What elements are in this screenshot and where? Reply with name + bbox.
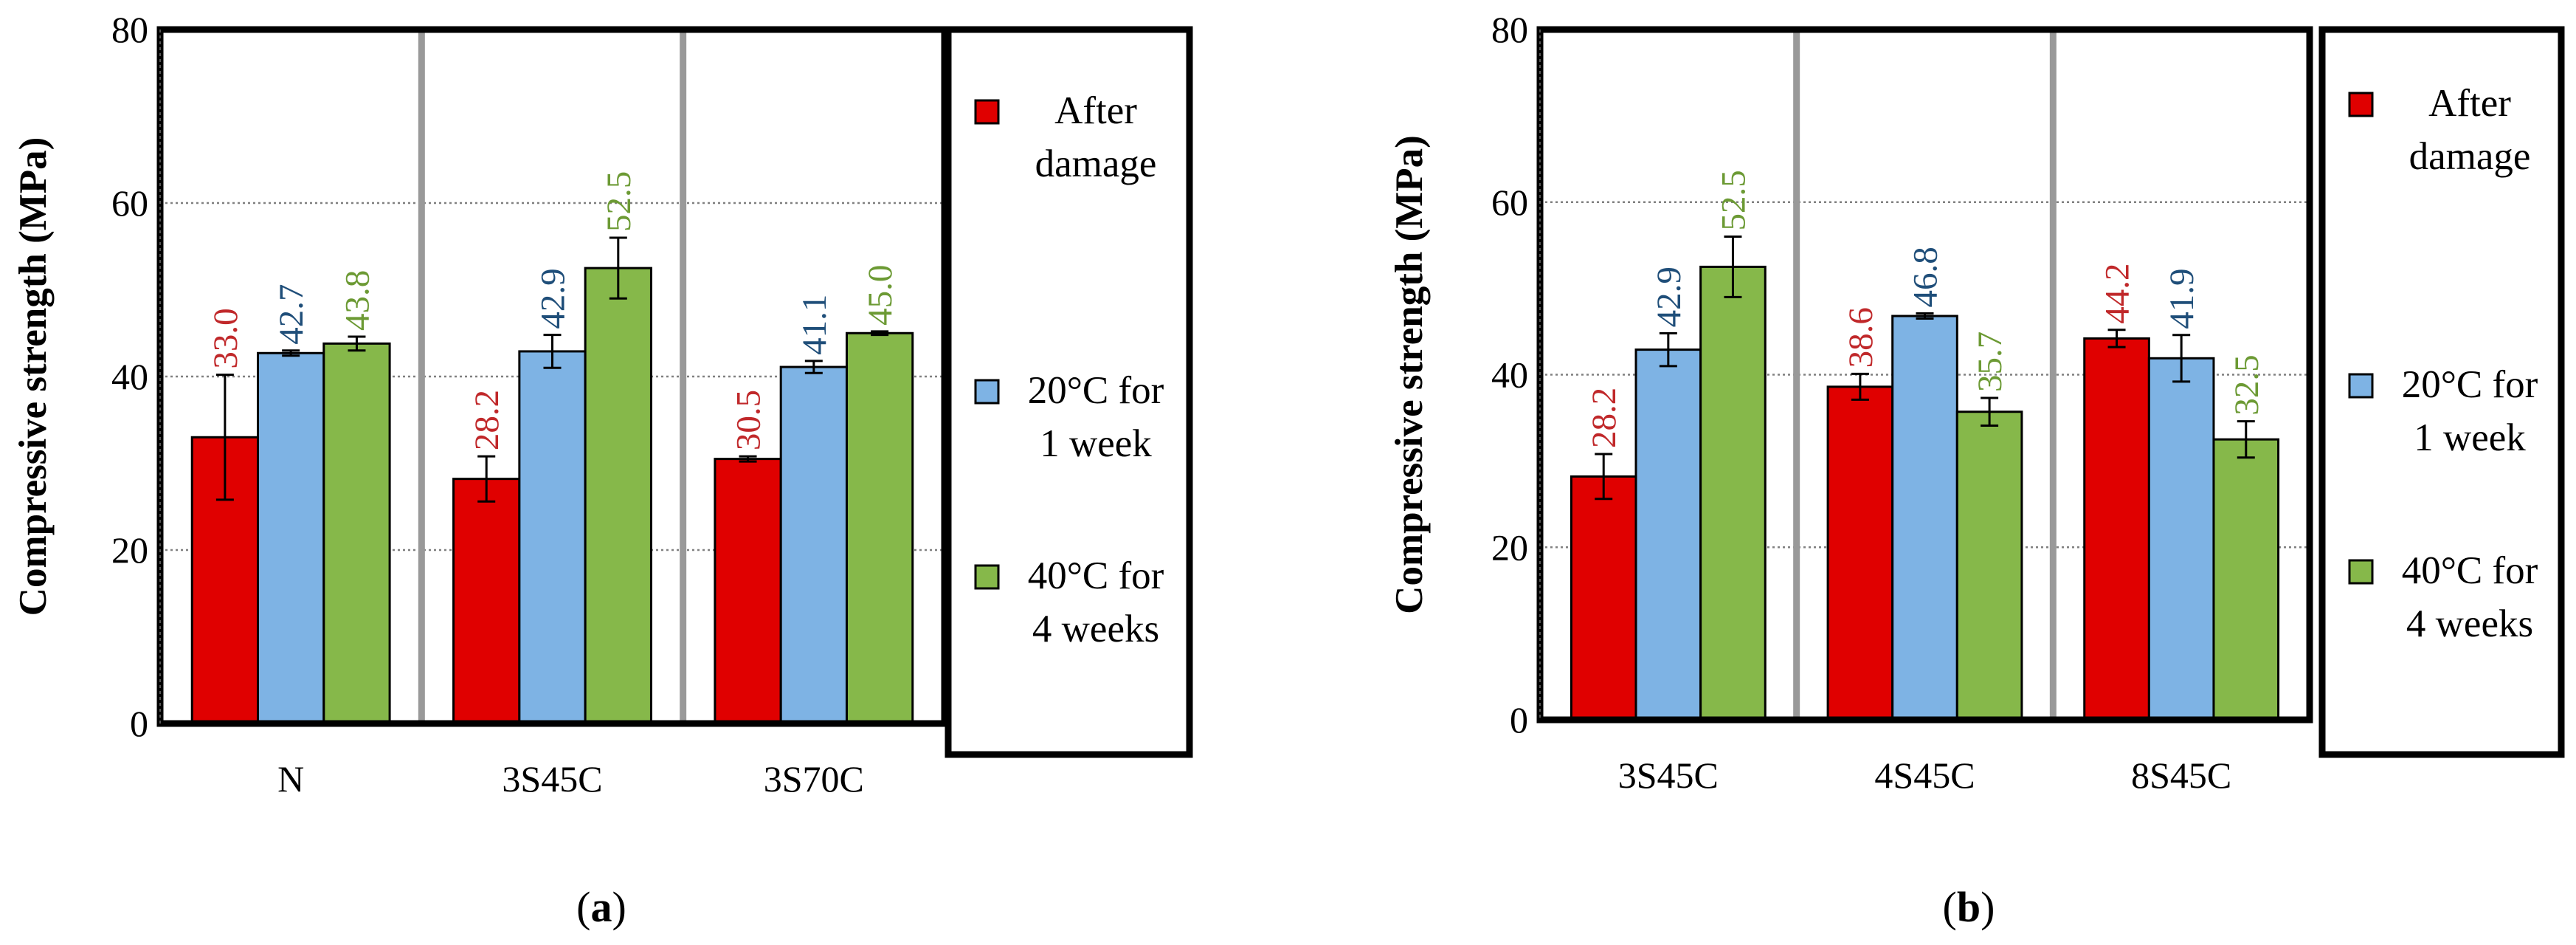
legend-label: 1 week <box>2414 416 2526 459</box>
y-axis-title: Compressive strength (MPa) <box>1388 135 1431 614</box>
bar <box>1891 315 1958 721</box>
data-label: 33.0 <box>207 308 245 368</box>
data-label: 30.5 <box>730 390 768 450</box>
bar <box>1570 475 1637 721</box>
data-label: 52.5 <box>600 171 638 232</box>
data-label: 42.7 <box>272 284 311 345</box>
legend-swatch <box>974 379 1000 405</box>
panel-label: (b) <box>1943 883 1995 931</box>
x-tick-label: 3S45C <box>1618 755 1719 796</box>
legend-swatch <box>974 99 1000 125</box>
legend-label: damage <box>1035 142 1157 185</box>
bar <box>779 365 848 725</box>
data-label: 42.9 <box>534 268 573 329</box>
bar <box>322 342 391 725</box>
legend-label: After <box>2428 82 2511 125</box>
bar <box>518 350 587 725</box>
bar <box>1826 385 1894 721</box>
bar <box>714 458 782 725</box>
data-label: 28.2 <box>468 390 506 450</box>
legend-label: damage <box>2409 135 2531 178</box>
data-label: 41.1 <box>795 295 834 355</box>
bar <box>257 351 325 725</box>
chart-panel-a: 33.0 42.7 43.8 N 28.2 42.9 52.5 3S45C 30.5 41.1 45… <box>12 9 1193 931</box>
legend-label: 1 week <box>1040 422 1152 465</box>
legend-label: 40°C for <box>1028 554 1164 597</box>
data-label: 45.0 <box>861 265 899 326</box>
bar <box>584 267 652 725</box>
y-tick-label: 0 <box>1510 699 1528 740</box>
y-tick-label: 80 <box>111 9 148 50</box>
y-tick-label: 80 <box>1491 9 1528 50</box>
bar <box>452 478 521 725</box>
data-label: 42.9 <box>1650 267 1688 327</box>
legend-swatch <box>2348 373 2374 399</box>
bar <box>2147 357 2215 721</box>
data-label: 35.7 <box>1971 331 2009 392</box>
y-tick-label: 20 <box>111 529 148 571</box>
legend-label: 40°C for <box>2402 549 2538 592</box>
data-label: 46.8 <box>1907 247 1945 307</box>
data-label: 52.5 <box>1714 170 1753 230</box>
chart-panel-b: 28.2 42.9 52.5 3S45C 38.6 46.8 35.7 4S45C 44.2 41… <box>1388 9 2565 931</box>
legend-item: 20°C for 1 week <box>2348 363 2538 459</box>
legend-item: After damage <box>2348 82 2531 178</box>
legend-item: 40°C for 4 weeks <box>2348 549 2538 645</box>
y-tick-label: 0 <box>130 703 148 744</box>
y-axis-title: Compressive strength (MPa) <box>12 137 55 616</box>
bar <box>845 331 914 725</box>
x-tick-label: 4S45C <box>1874 755 1975 796</box>
legend-label: 4 weeks <box>2406 602 2533 645</box>
x-tick-label: 3S70C <box>764 758 864 800</box>
bar <box>1699 265 1767 721</box>
legend-label: 20°C for <box>2402 363 2538 406</box>
legend-label: After <box>1054 89 1137 132</box>
data-label: 28.2 <box>1585 388 1623 448</box>
y-tick-label: 40 <box>1491 354 1528 396</box>
data-label: 44.2 <box>2099 263 2137 323</box>
plot-frame <box>156 26 948 727</box>
bar <box>2083 337 2150 721</box>
bar <box>1955 410 2023 721</box>
legend-item: 40°C for 4 weeks <box>974 554 1164 650</box>
legend-label: 4 weeks <box>1032 608 1159 650</box>
legend-label: 20°C for <box>1028 369 1164 412</box>
data-label: 38.6 <box>1842 307 1880 368</box>
data-label: 32.5 <box>2228 354 2266 415</box>
y-tick-label: 20 <box>1491 526 1528 568</box>
legend-item: 20°C for 1 week <box>974 369 1164 465</box>
data-label: 43.8 <box>338 270 376 331</box>
legend-swatch <box>974 564 1000 590</box>
x-tick-label: 3S45C <box>502 758 602 800</box>
y-tick-label: 40 <box>111 356 148 397</box>
panel-label: (a) <box>576 883 626 931</box>
x-tick-label: N <box>277 758 304 800</box>
bar <box>2212 438 2280 721</box>
bar <box>1634 348 1702 721</box>
legend-swatch <box>2348 92 2374 117</box>
legend-item: After damage <box>974 89 1157 185</box>
x-tick-label: 8S45C <box>2131 755 2231 796</box>
data-label: 41.9 <box>2163 268 2201 329</box>
legend-swatch <box>2348 559 2374 585</box>
y-tick-label: 60 <box>111 182 148 224</box>
y-tick-label: 60 <box>1491 182 1528 223</box>
